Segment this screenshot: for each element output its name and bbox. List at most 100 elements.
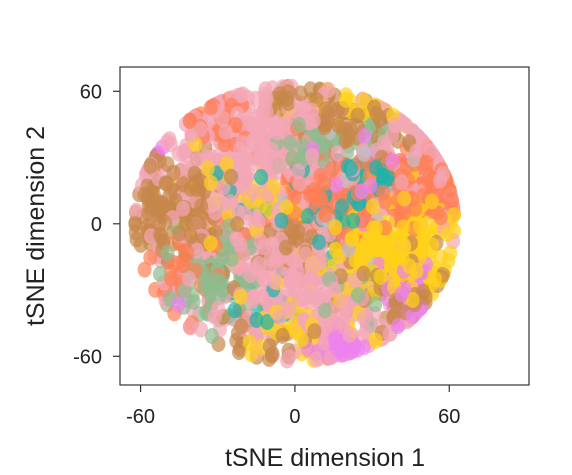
scatter-point — [262, 338, 277, 355]
scatter-point — [244, 116, 259, 132]
scatter-point — [143, 249, 158, 266]
x-tick-label: 60 — [438, 406, 460, 428]
scatter-point — [292, 176, 307, 192]
scatter-point — [330, 145, 345, 162]
scatter-point — [318, 101, 333, 118]
scatter-point — [365, 198, 380, 215]
scatter-point — [317, 302, 332, 319]
scatter-point — [283, 134, 298, 151]
scatter-point — [293, 271, 308, 288]
scatter-point — [211, 300, 226, 317]
scatter-point — [388, 117, 403, 134]
scatter-point — [441, 253, 456, 270]
scatter-point — [285, 150, 300, 167]
scatter-point — [286, 252, 301, 269]
scatter-point — [242, 334, 257, 351]
scatter-point — [336, 293, 351, 310]
scatter-point — [306, 112, 321, 129]
scatter-point — [385, 152, 400, 169]
scatter-point — [228, 117, 243, 134]
scatter-point — [314, 192, 329, 209]
scatter-point — [255, 289, 270, 306]
scatter-point — [356, 92, 371, 109]
scatter-point — [402, 258, 417, 275]
scatter-point — [393, 228, 408, 245]
scatter-point — [190, 213, 205, 230]
scatter-point — [318, 206, 332, 223]
scatter-point — [187, 165, 202, 182]
scatter-point — [313, 167, 328, 184]
scatter-point — [307, 323, 322, 340]
scatter-point — [303, 187, 318, 204]
scatter-point — [409, 143, 424, 160]
scatter-point — [164, 270, 179, 287]
y-tick-label: 0 — [91, 214, 102, 236]
scatter-point — [292, 116, 307, 133]
scatter-point — [440, 226, 455, 243]
scatter-point — [394, 286, 409, 303]
scatter-point — [329, 176, 344, 193]
scatter-point — [218, 123, 233, 140]
scatter-point — [143, 157, 158, 174]
scatter-point — [279, 199, 294, 216]
scatter-point — [128, 216, 143, 233]
scatter-point — [263, 250, 278, 267]
scatter-point — [254, 169, 269, 185]
scatter-point — [244, 346, 259, 363]
scatter-point — [373, 268, 388, 285]
scatter-point — [264, 141, 279, 158]
scatter-point — [447, 206, 462, 223]
scatter-point — [227, 302, 242, 319]
scatter-point — [427, 270, 442, 287]
scatter-point — [368, 332, 383, 349]
scatter-point — [397, 190, 412, 207]
scatter-point — [376, 184, 391, 201]
scatter-point — [193, 121, 208, 138]
scatter-point — [366, 241, 381, 257]
points-layer — [128, 78, 462, 369]
scatter-point — [442, 181, 457, 198]
scatter-point — [291, 163, 306, 180]
scatter-point — [162, 187, 177, 204]
scatter-point — [327, 281, 342, 298]
scatter-point — [230, 216, 245, 233]
scatter-point — [300, 208, 315, 225]
scatter-point — [208, 271, 223, 288]
y-tick-label: 60 — [80, 81, 102, 103]
scatter-point — [312, 234, 326, 251]
scatter-point — [235, 135, 250, 152]
scatter-point — [368, 296, 383, 313]
scatter-point — [309, 351, 324, 368]
scatter-point — [200, 160, 215, 177]
y-tick-label: -60 — [73, 346, 102, 368]
scatter-point — [345, 230, 360, 247]
scatter-point — [425, 237, 440, 254]
scatter-point — [254, 148, 268, 165]
x-ticks: -60 0 60 — [126, 385, 460, 428]
scatter-point — [412, 218, 427, 235]
scatter-point — [394, 174, 409, 191]
scatter-point — [137, 186, 152, 203]
scatter-point — [280, 90, 294, 107]
scatter-point — [282, 301, 297, 318]
scatter-point — [273, 157, 288, 174]
x-axis-title: tSNE dimension 1 — [225, 444, 425, 472]
scatter-point — [272, 309, 287, 326]
scatter-point — [234, 318, 249, 335]
scatter-point — [158, 175, 173, 192]
scatter-point — [203, 235, 218, 252]
scatter-point — [325, 160, 340, 177]
scatter-point — [178, 215, 193, 232]
scatter-point — [368, 159, 383, 176]
scatter-point — [342, 326, 357, 343]
scatter-point — [391, 318, 405, 335]
scatter-point — [129, 202, 144, 219]
scatter-point — [305, 147, 320, 164]
scatter-point — [258, 93, 273, 110]
scatter-point — [176, 257, 191, 274]
scatter-point — [260, 314, 275, 330]
scatter-point — [367, 228, 382, 245]
scatter-point — [346, 212, 361, 229]
